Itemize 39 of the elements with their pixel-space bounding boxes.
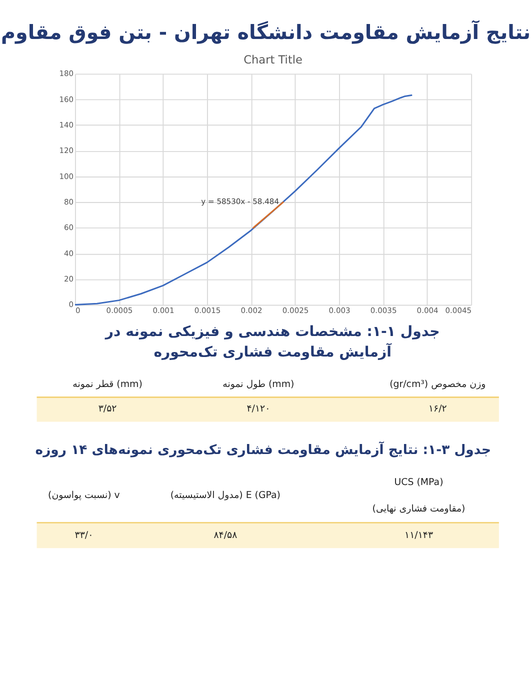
y-tick-label: 140 <box>59 120 74 130</box>
text: ۱۶/۲ <box>428 403 447 414</box>
text: جدول ۳-۱: نتایج آزمایش مقاومت فشاری تک‌محوری نمونه‌های ۱۴ روزه <box>35 440 491 458</box>
text: طول نمونه (mm) <box>222 378 294 390</box>
text: ۳/۵۲ <box>98 403 117 414</box>
text: ۳۳/۰ <box>74 530 94 541</box>
text: (gr/cm³) وزن مخصوص <box>390 378 486 390</box>
x-tick-label: 0.003 <box>328 306 351 315</box>
x-tick-label: 0.0025 <box>282 306 309 315</box>
x-tick-label: 0.0045 <box>445 306 472 315</box>
text: آزمایش مقاومت فشاری تک‌محوره <box>154 342 393 361</box>
x-tick-label: 0.0015 <box>194 306 221 315</box>
x-tick-label: 0.0035 <box>370 306 397 315</box>
text: ۸۴/۵۸ <box>214 530 238 541</box>
annotation: y = 58530x - 58.484 <box>201 196 280 206</box>
text: (مقاومت فشاری نهایی) <box>372 503 466 514</box>
line-series <box>74 94 413 306</box>
text: ۱۱/۱۴۳ <box>404 530 434 541</box>
y-tick-label: 160 <box>59 94 74 104</box>
text: UCS (MPa) <box>394 476 444 488</box>
chart-title: نتایج آزمایش مقاومت دانشگاه تهران - بتن فوق مقاوم <box>1 20 531 44</box>
y-tick-label: 120 <box>59 146 74 156</box>
y-tick-label: 20 <box>64 274 74 284</box>
x-tick-label: 0 <box>75 306 80 315</box>
x-tick-label: 0.0005 <box>106 306 133 315</box>
x-tick-label: 0.001 <box>152 306 174 315</box>
y-tick-label: 180 <box>59 69 74 78</box>
text: ۴/۱۲۰ <box>246 403 270 414</box>
y-tick-label: 100 <box>59 172 74 181</box>
text: (نسبت پواسون) v <box>48 490 120 502</box>
y-tick-label: 40 <box>64 248 74 258</box>
chart-subtitle: Chart Title <box>244 53 303 66</box>
text: جدول ۱-۱: مشخصات هندسی و فیزیکی نمونه در <box>104 324 440 340</box>
text: قطر نمونه (mm) <box>72 378 142 390</box>
x-tick-label: 0.004 <box>416 306 439 315</box>
text: (مدول الاستیسیته) E (GPa) <box>170 490 280 502</box>
y-tick-label: 60 <box>64 223 74 232</box>
y-tick-label: 80 <box>64 197 74 206</box>
x-tick-label: 0.002 <box>240 306 262 315</box>
